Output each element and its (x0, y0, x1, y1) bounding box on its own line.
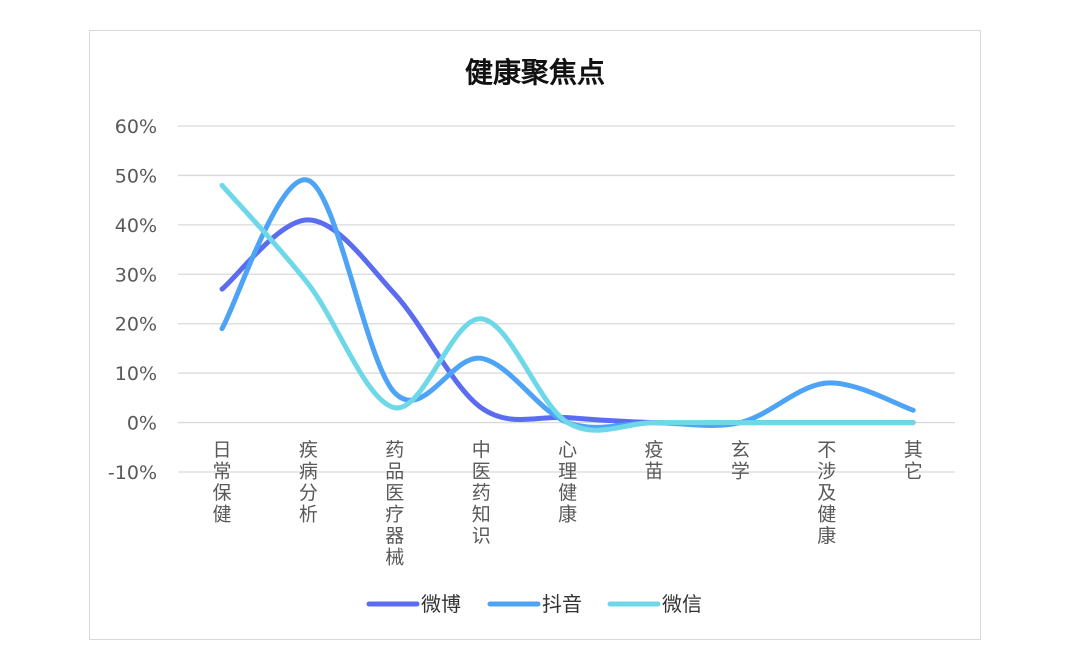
legend: 微博 抖音 微信 (366, 592, 702, 616)
x-tick-label: 疫苗 (644, 439, 663, 483)
y-tick-label: 40% (115, 215, 157, 237)
y-tick-label: 30% (115, 264, 157, 286)
x-tick-label: 玄学 (731, 439, 750, 483)
series-line-1 (219, 177, 916, 430)
chart-frame (89, 30, 981, 640)
x-tick-label: 其它 (904, 439, 923, 483)
series-line-0 (219, 217, 916, 426)
series-lines (219, 177, 916, 433)
legend-label: 微博 (421, 592, 461, 616)
x-tick-label: 不涉及健康 (817, 439, 836, 547)
y-tick-label: 10% (115, 363, 157, 385)
x-tick-label: 疾病分析 (299, 439, 318, 526)
x-tick-label: 日常保健 (212, 439, 231, 526)
y-tick-label: 60% (115, 116, 157, 138)
chart-title: 健康聚焦点 (465, 56, 605, 89)
series-line-2 (219, 182, 916, 433)
y-tick-label: 0% (127, 413, 157, 435)
y-axis-ticks: 60% 50% 40% 30% 20% 10% 0% -10% (108, 116, 157, 484)
x-tick-label: 中医药知识 (472, 439, 491, 547)
legend-label: 微信 (662, 592, 702, 616)
x-tick-label: 药品医疗器械 (385, 439, 404, 569)
x-tick-label: 心理健康 (558, 439, 577, 526)
y-tick-label: 50% (115, 165, 157, 187)
y-tick-label: -10% (108, 462, 157, 484)
x-axis-ticks: 日常保健 疾病分析 药品医疗器械 中医药知识 心理健康 疫苗 玄学 不涉及健康 其它 (212, 439, 922, 569)
y-tick-label: 20% (115, 314, 157, 336)
legend-label: 抖音 (542, 592, 582, 616)
